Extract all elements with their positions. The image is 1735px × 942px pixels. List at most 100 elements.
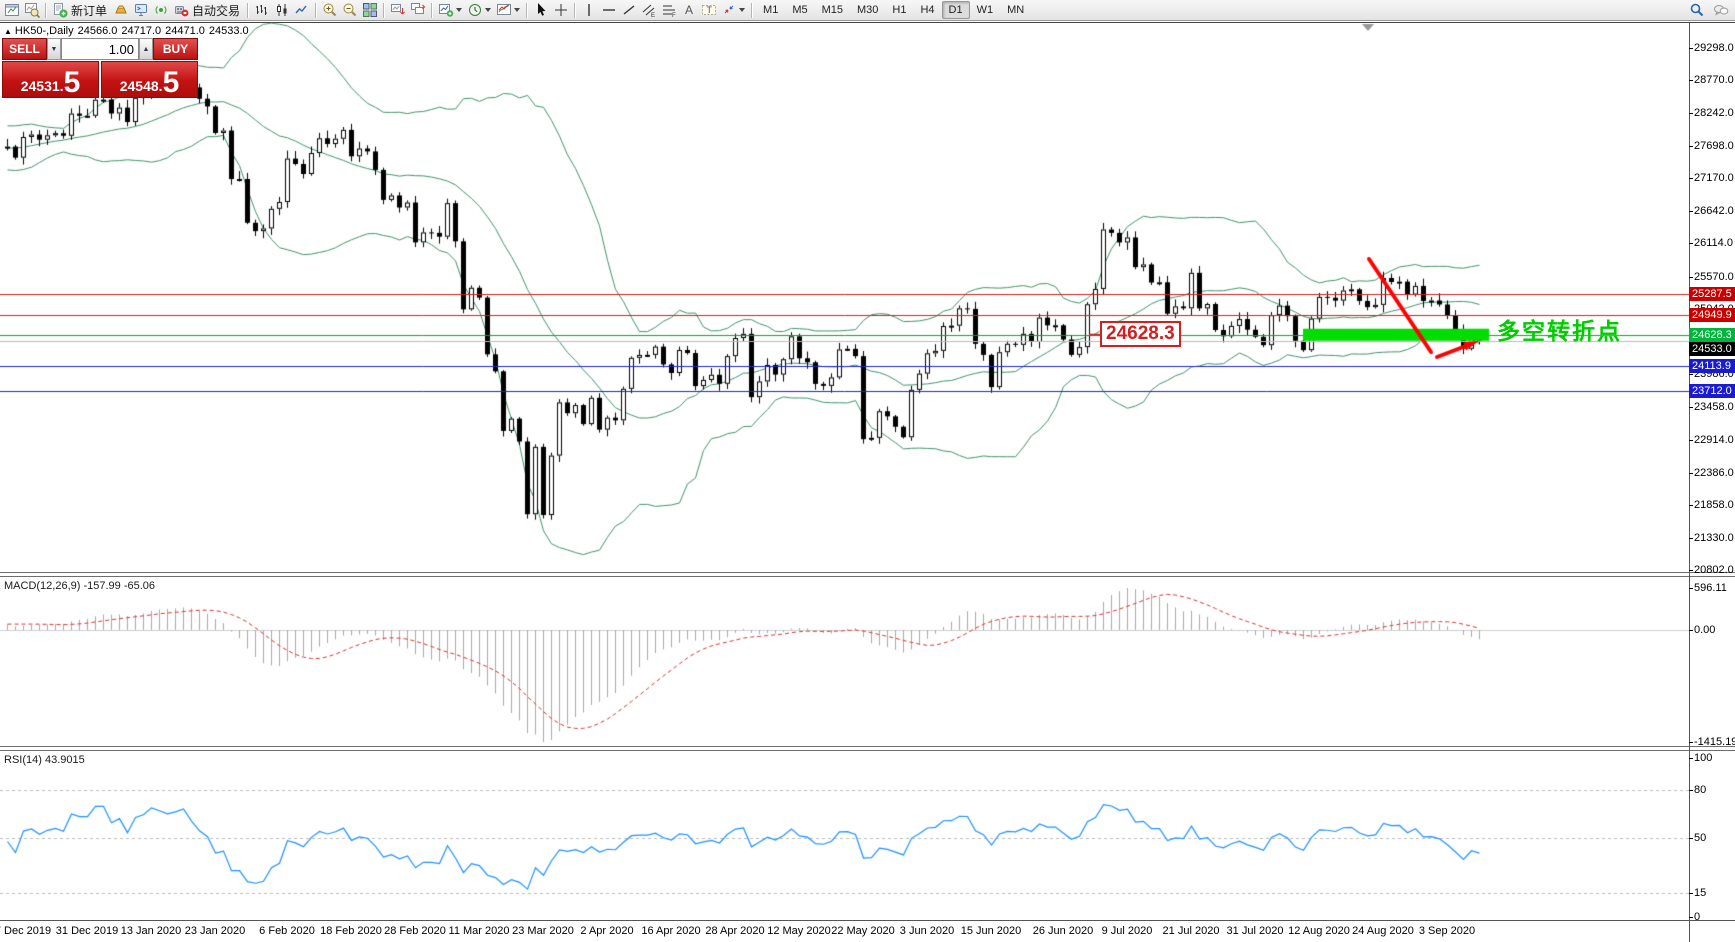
fibonacci-button[interactable]: F <box>659 1 679 20</box>
fibonacci-icon: F <box>663 5 676 18</box>
price-tick: 29298.0 <box>1689 41 1734 54</box>
buy-price-panel[interactable]: 24548. 5 <box>101 61 198 98</box>
chat-button[interactable] <box>1711 1 1731 20</box>
timeframe-m30-button[interactable]: M30 <box>857 4 879 16</box>
cascade-windows-icon <box>411 3 426 14</box>
svg-text:T: T <box>707 5 713 15</box>
templates-button[interactable] <box>494 1 514 20</box>
equidistant-channel-button[interactable]: E <box>639 1 659 20</box>
arrows-icon <box>724 5 734 14</box>
timeframe-m15-button[interactable]: M15 <box>821 4 843 16</box>
timeframe-mn-button[interactable]: MN <box>1007 4 1025 16</box>
svg-text:A: A <box>685 3 693 17</box>
candlestick-chart-button[interactable] <box>272 1 292 20</box>
buy-price-big-digit: 5 <box>162 66 180 99</box>
timeframe-m5-button[interactable]: M5 <box>792 4 808 16</box>
pane-separator[interactable] <box>0 746 1735 751</box>
toolbar-separator <box>431 2 434 18</box>
rsi-indicator-label: RSI(14) 43.9015 <box>4 754 85 766</box>
price-tick: 27170.0 <box>1689 172 1734 185</box>
volume-decrease-button[interactable]: ▼ <box>47 38 61 60</box>
cascade-windows-button[interactable] <box>408 1 428 20</box>
date-label: 15 Jun 2020 <box>960 925 1022 937</box>
cursor-button[interactable] <box>531 1 551 20</box>
collapse-arrow-icon[interactable]: ▲ <box>4 27 12 36</box>
cursor-icon <box>538 3 546 16</box>
price-tick: 20802.0 <box>1689 564 1734 577</box>
vertical-line-button[interactable] <box>579 1 599 20</box>
volume-increase-button[interactable]: ▲ <box>139 38 153 60</box>
auto-trading-button[interactable] <box>171 1 191 20</box>
periods-button[interactable] <box>465 1 485 20</box>
trend-line-button[interactable] <box>619 1 639 20</box>
toolbar-separator <box>526 2 529 18</box>
dropdown-caret-icon[interactable] <box>514 8 521 12</box>
timeframe-m1-button[interactable]: M1 <box>763 4 779 16</box>
crosshair-icon <box>555 4 568 16</box>
date-label: 12 May 2020 <box>767 925 831 937</box>
add-indicator-button[interactable] <box>436 1 456 20</box>
sell-price-panel[interactable]: 24531. 5 <box>2 61 99 98</box>
toolbar-separator <box>315 2 318 18</box>
new-order-button[interactable] <box>50 1 70 20</box>
arrows-button[interactable] <box>719 1 739 20</box>
sell-button[interactable]: SELL <box>2 38 47 60</box>
text-button[interactable]: A <box>679 1 699 20</box>
date-label: 21 Jul 2020 <box>1162 925 1220 937</box>
volume-input[interactable] <box>61 38 139 60</box>
horizontal-line-button[interactable] <box>599 1 619 20</box>
buy-button[interactable]: BUY <box>153 38 198 60</box>
ohlc-open: 24566.0 <box>77 25 118 37</box>
auto-trading-label[interactable]: 自动交易 <box>192 3 241 18</box>
auto-trading-icon <box>175 6 189 17</box>
new-order-label[interactable]: 新订单 <box>71 3 108 18</box>
date-label: 16 Apr 2020 <box>641 925 701 937</box>
rsi-tick: 80 <box>1688 783 1707 796</box>
price-badge: 24533.0 <box>1689 341 1735 356</box>
crosshair-button[interactable] <box>551 1 571 20</box>
bar-chart-button[interactable] <box>252 1 272 20</box>
date-label: 23 Jan 2020 <box>184 925 246 937</box>
arrange-windows-button[interactable] <box>388 1 408 20</box>
tile-windows-button[interactable] <box>360 1 380 20</box>
signals-button[interactable] <box>151 1 171 20</box>
terminal-button[interactable] <box>131 1 151 20</box>
date-label: 24 Aug 2020 <box>1352 925 1414 937</box>
dropdown-caret-icon[interactable] <box>739 8 746 12</box>
chart-window-button[interactable] <box>2 1 22 20</box>
text-label-button[interactable]: T <box>699 1 719 20</box>
timeframe-d1-button[interactable]: D1 <box>941 1 970 19</box>
zoom-in-button[interactable] <box>320 1 340 20</box>
candlestick-chart-icon <box>277 4 287 16</box>
price-level-label[interactable]: 24628.3 <box>1100 320 1181 347</box>
gold-instrument-button[interactable] <box>111 1 131 20</box>
zoom-in-icon <box>323 3 337 17</box>
dropdown-caret-icon[interactable] <box>456 8 463 12</box>
date-label: 18 Feb 2020 <box>320 925 382 937</box>
equidistant-channel-icon: E <box>642 4 655 18</box>
annotation-text[interactable]: 多空转折点 <box>1497 318 1622 344</box>
pane-separator[interactable] <box>0 572 1735 577</box>
rsi-tick: 50 <box>1688 831 1707 844</box>
timeframe-h1-button[interactable]: H1 <box>892 4 907 16</box>
macd-indicator-label: MACD(12,26,9) -157.99 -65.06 <box>4 580 156 592</box>
symbol-ohlc-line: ▲ HK50-,Daily 24566.0 24717.0 24471.0 24533.0 <box>4 25 253 37</box>
profiles-button[interactable] <box>22 1 42 20</box>
zoom-out-button[interactable] <box>340 1 360 20</box>
price-tick: 26642.0 <box>1689 204 1734 217</box>
vertical-line-icon <box>588 4 590 16</box>
date-axis[interactable]: 7 Dec 2019 31 Dec 2019 13 Jan 2020 23 Jan 2… <box>0 923 1689 942</box>
timeframe-h4-button[interactable]: H4 <box>920 4 935 16</box>
toolbar: 新订单 自动交易 E F A T M1 M5 M15 M30 H1 H4 D1 W1 MN <box>0 0 1735 21</box>
rsi-pane-canvas[interactable] <box>0 752 1689 920</box>
search-button[interactable] <box>1687 1 1707 20</box>
dropdown-caret-icon[interactable] <box>485 8 492 12</box>
price-tick: 28242.0 <box>1689 106 1734 119</box>
chat-icon <box>1714 5 1729 16</box>
timeframe-w1-button[interactable]: W1 <box>976 4 994 16</box>
line-chart-button[interactable] <box>292 1 312 20</box>
price-tick: 21330.0 <box>1689 531 1734 544</box>
price-chart-canvas[interactable] <box>0 22 1689 572</box>
price-badge: 24113.9 <box>1689 359 1735 374</box>
macd-pane-canvas[interactable] <box>0 578 1689 745</box>
